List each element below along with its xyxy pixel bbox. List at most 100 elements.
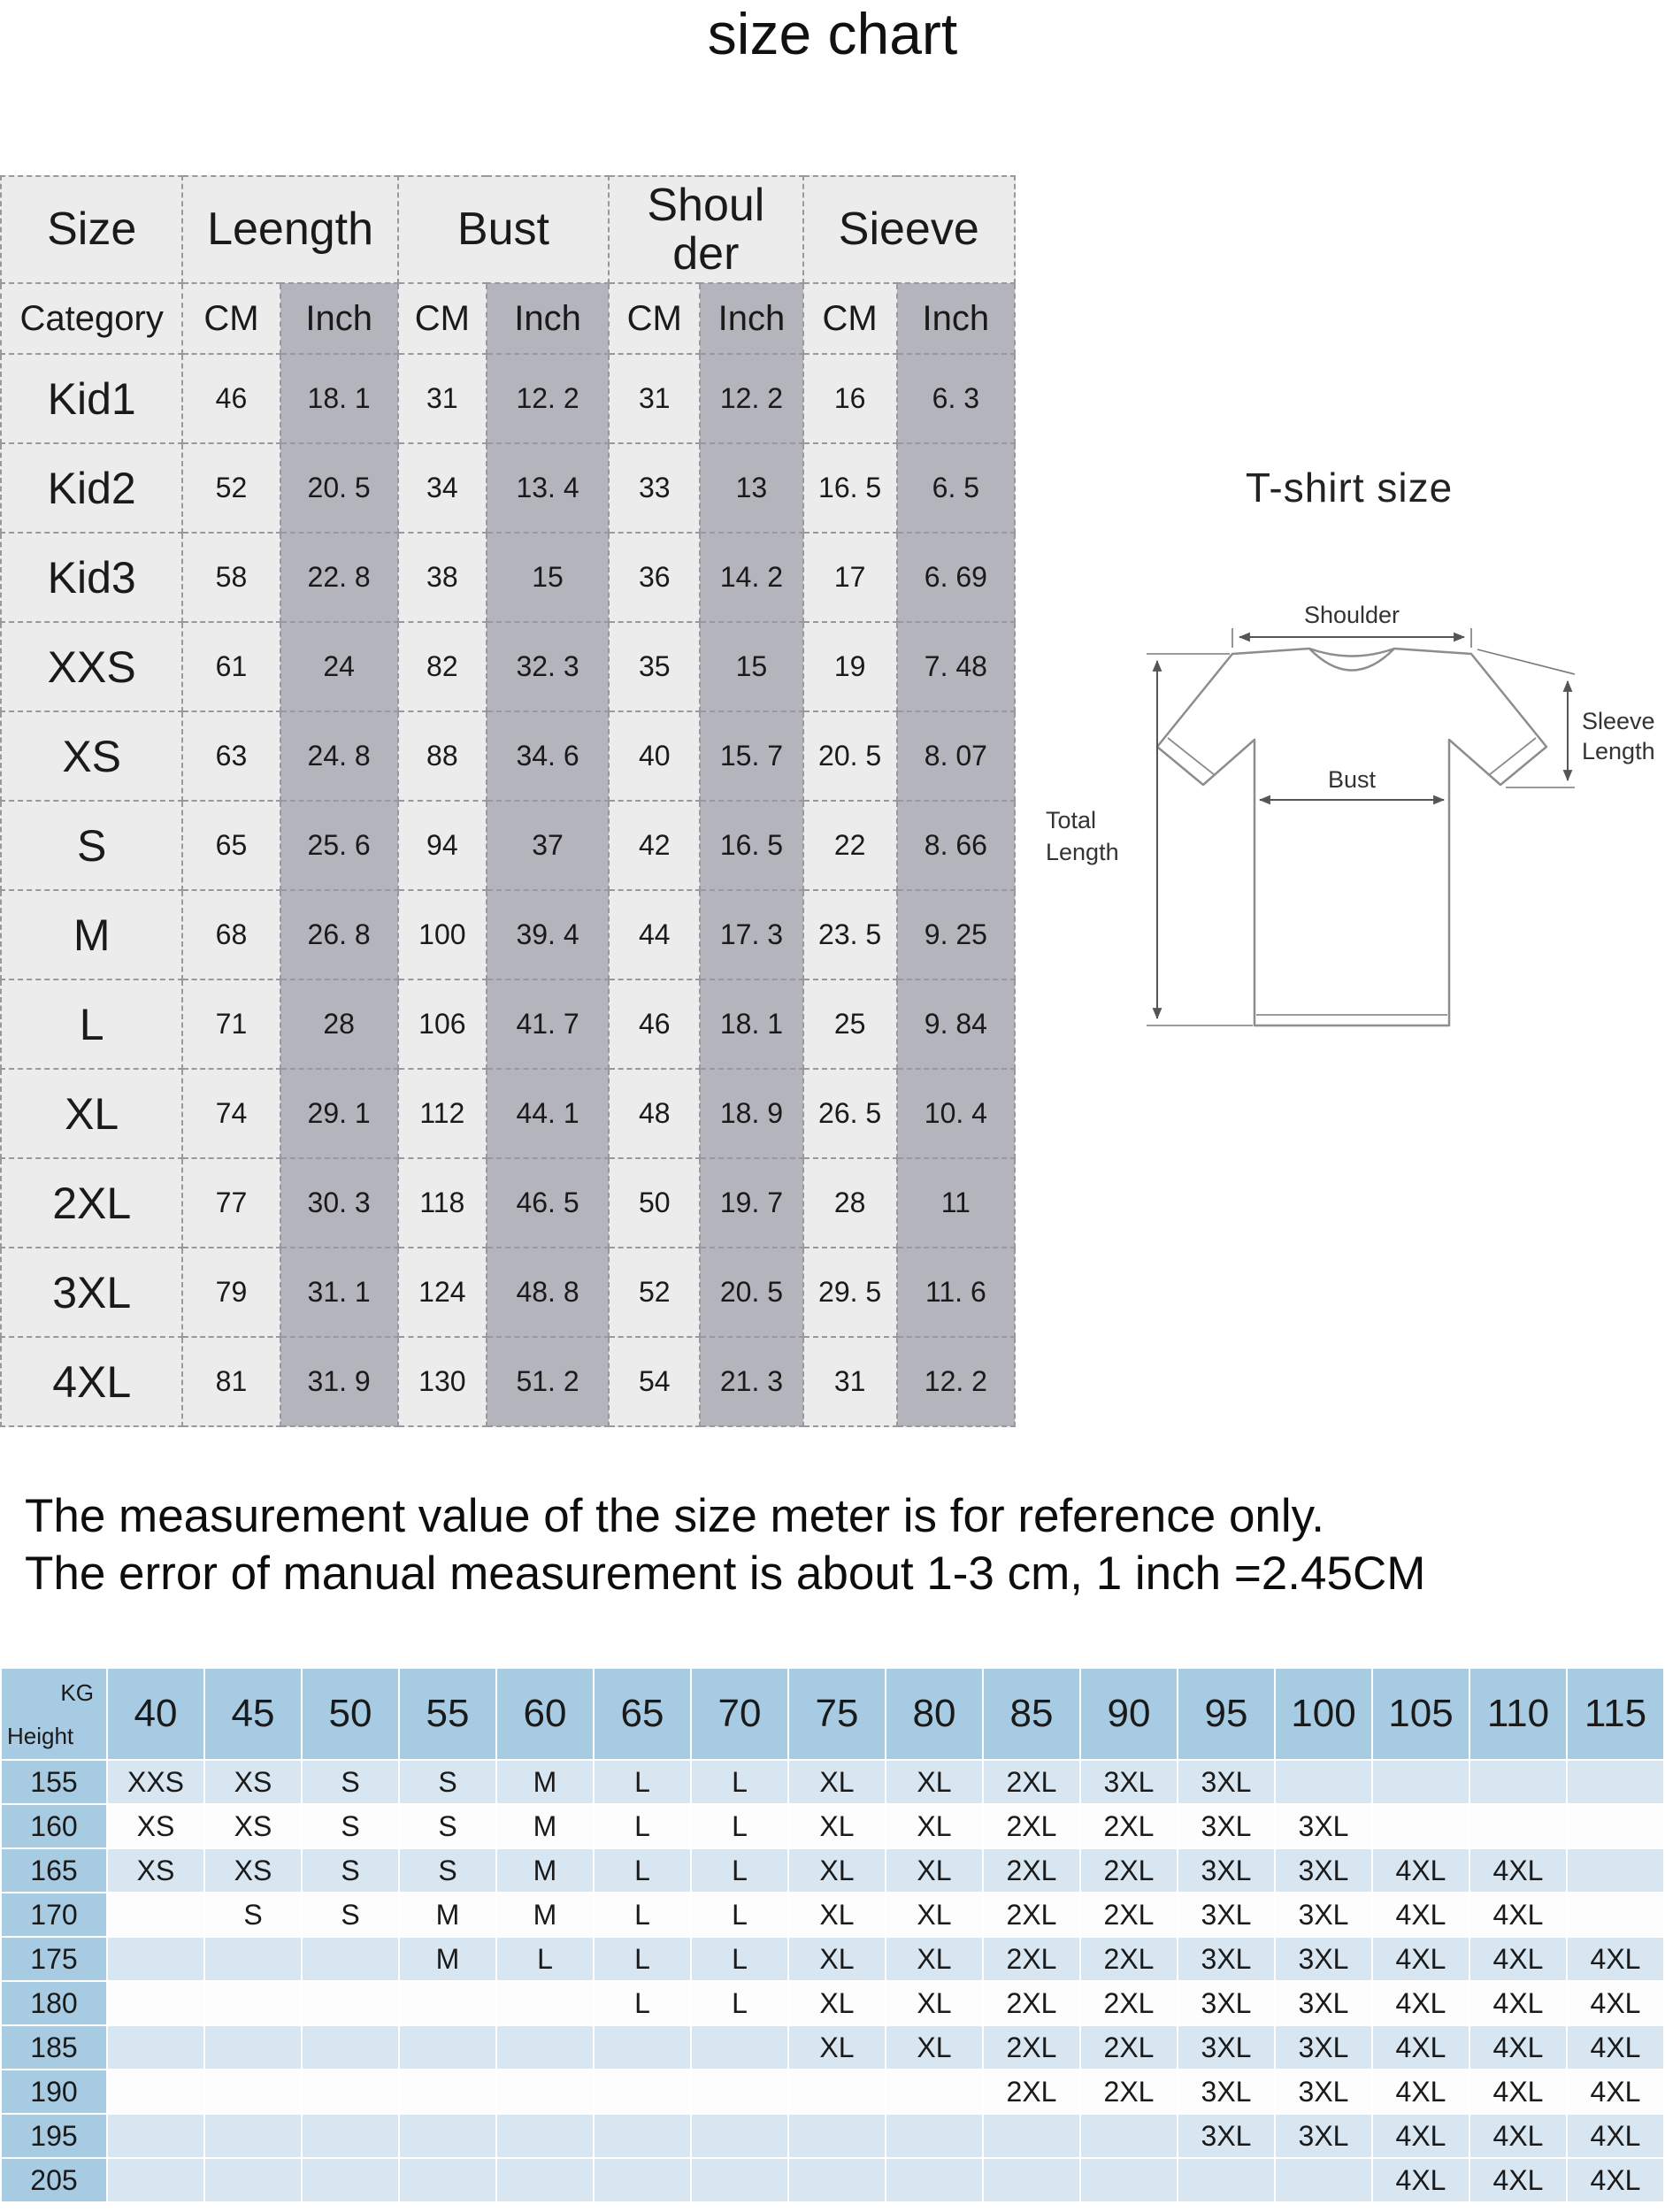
- recommended-size-cell: L: [593, 1980, 692, 2026]
- weight-header: 95: [1177, 1667, 1276, 1761]
- recommended-size-cell: S: [301, 1847, 400, 1893]
- diagram-title: T-shirt size: [1245, 465, 1454, 511]
- recommended-size-cell: M: [398, 1936, 497, 1982]
- recommended-size-cell: [690, 2024, 789, 2070]
- measurement-cell: 118: [396, 1157, 487, 1248]
- recommended-size-cell: [106, 1892, 205, 1938]
- measurement-cell: 31: [802, 1336, 898, 1427]
- recommended-size-cell: XL: [787, 1847, 886, 1893]
- weight-header: 90: [1079, 1667, 1178, 1761]
- measurement-cell: 20. 5: [802, 710, 898, 802]
- recommended-size-cell: 2XL: [982, 1803, 1081, 1849]
- recommended-size-cell: 4XL: [1371, 1980, 1470, 2026]
- table-row: 185 XL XL 2XL 2XL 3XL 3XL 4XL 4XL 4XL: [0, 2024, 1665, 2070]
- measurement-cell: 28: [279, 979, 399, 1070]
- measurement-cell: 81: [181, 1336, 281, 1427]
- measurement-cell: 26. 5: [802, 1068, 898, 1159]
- measurement-cell: 82: [396, 621, 487, 712]
- measurement-cell: 8. 66: [895, 800, 1017, 891]
- recommended-size-cell: XS: [106, 1847, 205, 1893]
- measurement-cell: 25. 6: [279, 800, 399, 891]
- col-header-sleeve: Sieeve: [802, 175, 1017, 284]
- row-label: 180: [0, 1980, 108, 2026]
- measurement-cell: 16. 5: [802, 442, 898, 534]
- recommended-size-cell: [495, 2113, 595, 2159]
- recommended-size-cell: 4XL: [1566, 1936, 1665, 1982]
- row-label: 2XL: [0, 1157, 184, 1248]
- recommended-size-cell: [301, 2069, 400, 2115]
- measurement-cell: 11. 6: [895, 1247, 1017, 1338]
- measurement-cell: 34: [396, 442, 487, 534]
- col-header-bust: Bust: [396, 175, 610, 284]
- recommended-size-cell: [1079, 2157, 1178, 2203]
- measurement-cell: 6. 69: [895, 532, 1017, 623]
- recommended-size-cell: 2XL: [982, 2069, 1081, 2115]
- measurement-cell: 31: [608, 353, 702, 444]
- recommended-size-cell: 3XL: [1177, 1847, 1276, 1893]
- recommended-size-cell: S: [203, 1892, 303, 1938]
- recommended-size-cell: XS: [203, 1847, 303, 1893]
- measurement-cell: 39. 4: [485, 889, 610, 980]
- recommended-size-cell: [593, 2157, 692, 2203]
- recommended-size-cell: [398, 2069, 497, 2115]
- measurement-cell: 51. 2: [485, 1336, 610, 1427]
- recommended-size-cell: 4XL: [1469, 1980, 1568, 2026]
- measurement-cell: 68: [181, 889, 281, 980]
- tshirt-left-cuff-stitch: [1167, 737, 1216, 776]
- recommended-size-cell: 4XL: [1469, 1892, 1568, 1938]
- table-row: 170 S S M M L L XL XL 2XL 2XL 3XL 3XL 4XL 4XL: [0, 1892, 1665, 1938]
- recommended-size-cell: 4XL: [1469, 1847, 1568, 1893]
- measurement-cell: 16. 5: [699, 800, 804, 891]
- recommended-size-cell: 3XL: [1274, 1847, 1373, 1893]
- recommended-size-cell: [1177, 2157, 1276, 2203]
- measurement-cell: 14. 2: [699, 532, 804, 623]
- measurement-note-line2: The error of manual measurement is about…: [25, 1547, 1426, 1600]
- recommended-size-cell: 4XL: [1371, 2024, 1470, 2070]
- measurement-cell: 30. 3: [279, 1157, 399, 1248]
- recommended-size-cell: [593, 2113, 692, 2159]
- recommended-size-cell: L: [690, 1759, 789, 1805]
- measurement-cell: 23. 5: [802, 889, 898, 980]
- recommended-size-cell: [885, 2157, 984, 2203]
- recommended-size-cell: 2XL: [1079, 2069, 1178, 2115]
- row-label: 190: [0, 2069, 108, 2115]
- recommended-size-cell: S: [398, 1847, 497, 1893]
- recommended-size-cell: [301, 2024, 400, 2070]
- measurement-cell: 15. 7: [699, 710, 804, 802]
- tshirt-diagram-icon: Shoulder Bust Total Length Sleeve Length: [1046, 602, 1655, 1027]
- recommended-size-cell: 3XL: [1177, 2069, 1276, 2115]
- recommended-size-cell: [203, 2024, 303, 2070]
- recommended-size-cell: [398, 2113, 497, 2159]
- recommended-size-cell: 2XL: [1079, 1936, 1178, 1982]
- recommended-size-cell: 4XL: [1469, 1936, 1568, 1982]
- table-row: 195 3XL 3XL 4XL 4XL 4XL: [0, 2113, 1665, 2159]
- recommended-size-cell: XL: [885, 1936, 984, 1982]
- recommended-size-cell: 4XL: [1371, 1892, 1470, 1938]
- recommended-size-cell: S: [398, 1803, 497, 1849]
- col-header-cm: CM: [802, 282, 898, 355]
- recommended-size-cell: 2XL: [982, 1759, 1081, 1805]
- measurement-cell: 9. 84: [895, 979, 1017, 1070]
- recommended-size-cell: 3XL: [1177, 1936, 1276, 1982]
- recommended-size-cell: M: [495, 1803, 595, 1849]
- row-label: 155: [0, 1759, 108, 1805]
- measurement-cell: 31. 9: [279, 1336, 399, 1427]
- measurement-cell: 17. 3: [699, 889, 804, 980]
- fit-table: KG Height 40 45 50 55 60 65 70 75 80 85 90 95 100 105…: [0, 1667, 1665, 2203]
- row-label: 185: [0, 2024, 108, 2070]
- measurement-cell: 24. 8: [279, 710, 399, 802]
- measurement-cell: 65: [181, 800, 281, 891]
- table-row: 190 2XL 2XL 3XL 3XL 4XL 4XL 4XL: [0, 2069, 1665, 2115]
- table-row: 4XL 81 31. 9 130 51. 2 54 21. 3 31 12. 2: [0, 1336, 1017, 1427]
- recommended-size-cell: 3XL: [1274, 1980, 1373, 2026]
- measurement-cell: 100: [396, 889, 487, 980]
- col-header-cm: CM: [396, 282, 487, 355]
- measurement-cell: 18. 9: [699, 1068, 804, 1159]
- recommended-size-cell: L: [593, 1803, 692, 1849]
- weight-header: 110: [1469, 1667, 1568, 1761]
- measurement-cell: 52: [608, 1247, 702, 1338]
- measurement-cell: 38: [396, 532, 487, 623]
- measurement-cell: 106: [396, 979, 487, 1070]
- measurement-cell: 12. 2: [699, 353, 804, 444]
- recommended-size-cell: [301, 2113, 400, 2159]
